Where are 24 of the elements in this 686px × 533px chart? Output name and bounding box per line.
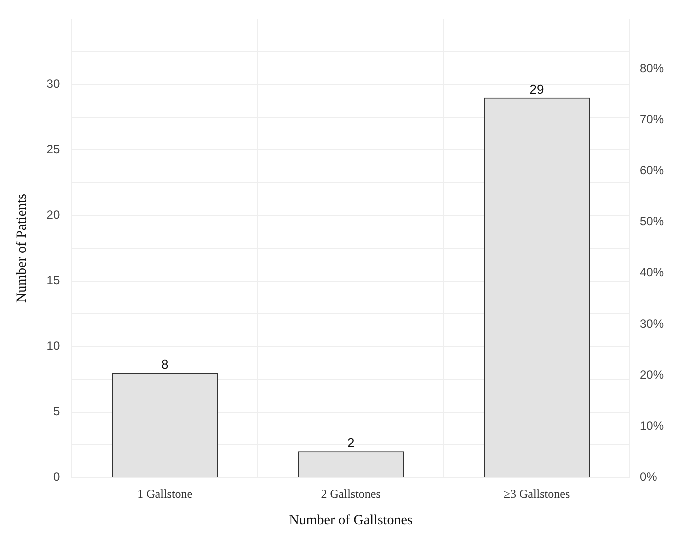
y2-tick-label: 50% xyxy=(640,214,664,229)
y-axis-title: Number of Patients xyxy=(15,194,30,303)
x-tick-label: 2 Gallstones xyxy=(321,487,382,502)
y-tick-label: 30 xyxy=(46,77,60,92)
y2-tick-label: 30% xyxy=(640,316,664,331)
y-tick-label: 10 xyxy=(46,339,60,354)
y2-tick-label: 70% xyxy=(640,112,664,126)
y2-tick-label: 20% xyxy=(640,368,664,382)
y2-tick-label: 40% xyxy=(640,266,664,280)
x-tick-label: 1 Gallstone xyxy=(138,487,193,502)
y2-tick-label: 60% xyxy=(640,163,664,178)
y-tick-label: 20 xyxy=(46,208,60,222)
x-tick-label: ≥3 Gallstones xyxy=(504,487,570,502)
data-label: 8 xyxy=(162,357,169,372)
y-tick-label: 5 xyxy=(53,404,60,419)
y2-tick-label: 80% xyxy=(640,61,664,76)
y2-tick-label: 0% xyxy=(640,470,658,484)
data-label: 29 xyxy=(530,82,544,97)
y2-tick-label: 10% xyxy=(640,419,664,434)
y-tick-label: 25 xyxy=(46,142,60,157)
y-tick-label: 0 xyxy=(53,470,60,484)
y-tick-label: 15 xyxy=(46,274,60,288)
x-axis-title: Number of Gallstones xyxy=(289,513,413,528)
data-label: 2 xyxy=(347,436,355,451)
